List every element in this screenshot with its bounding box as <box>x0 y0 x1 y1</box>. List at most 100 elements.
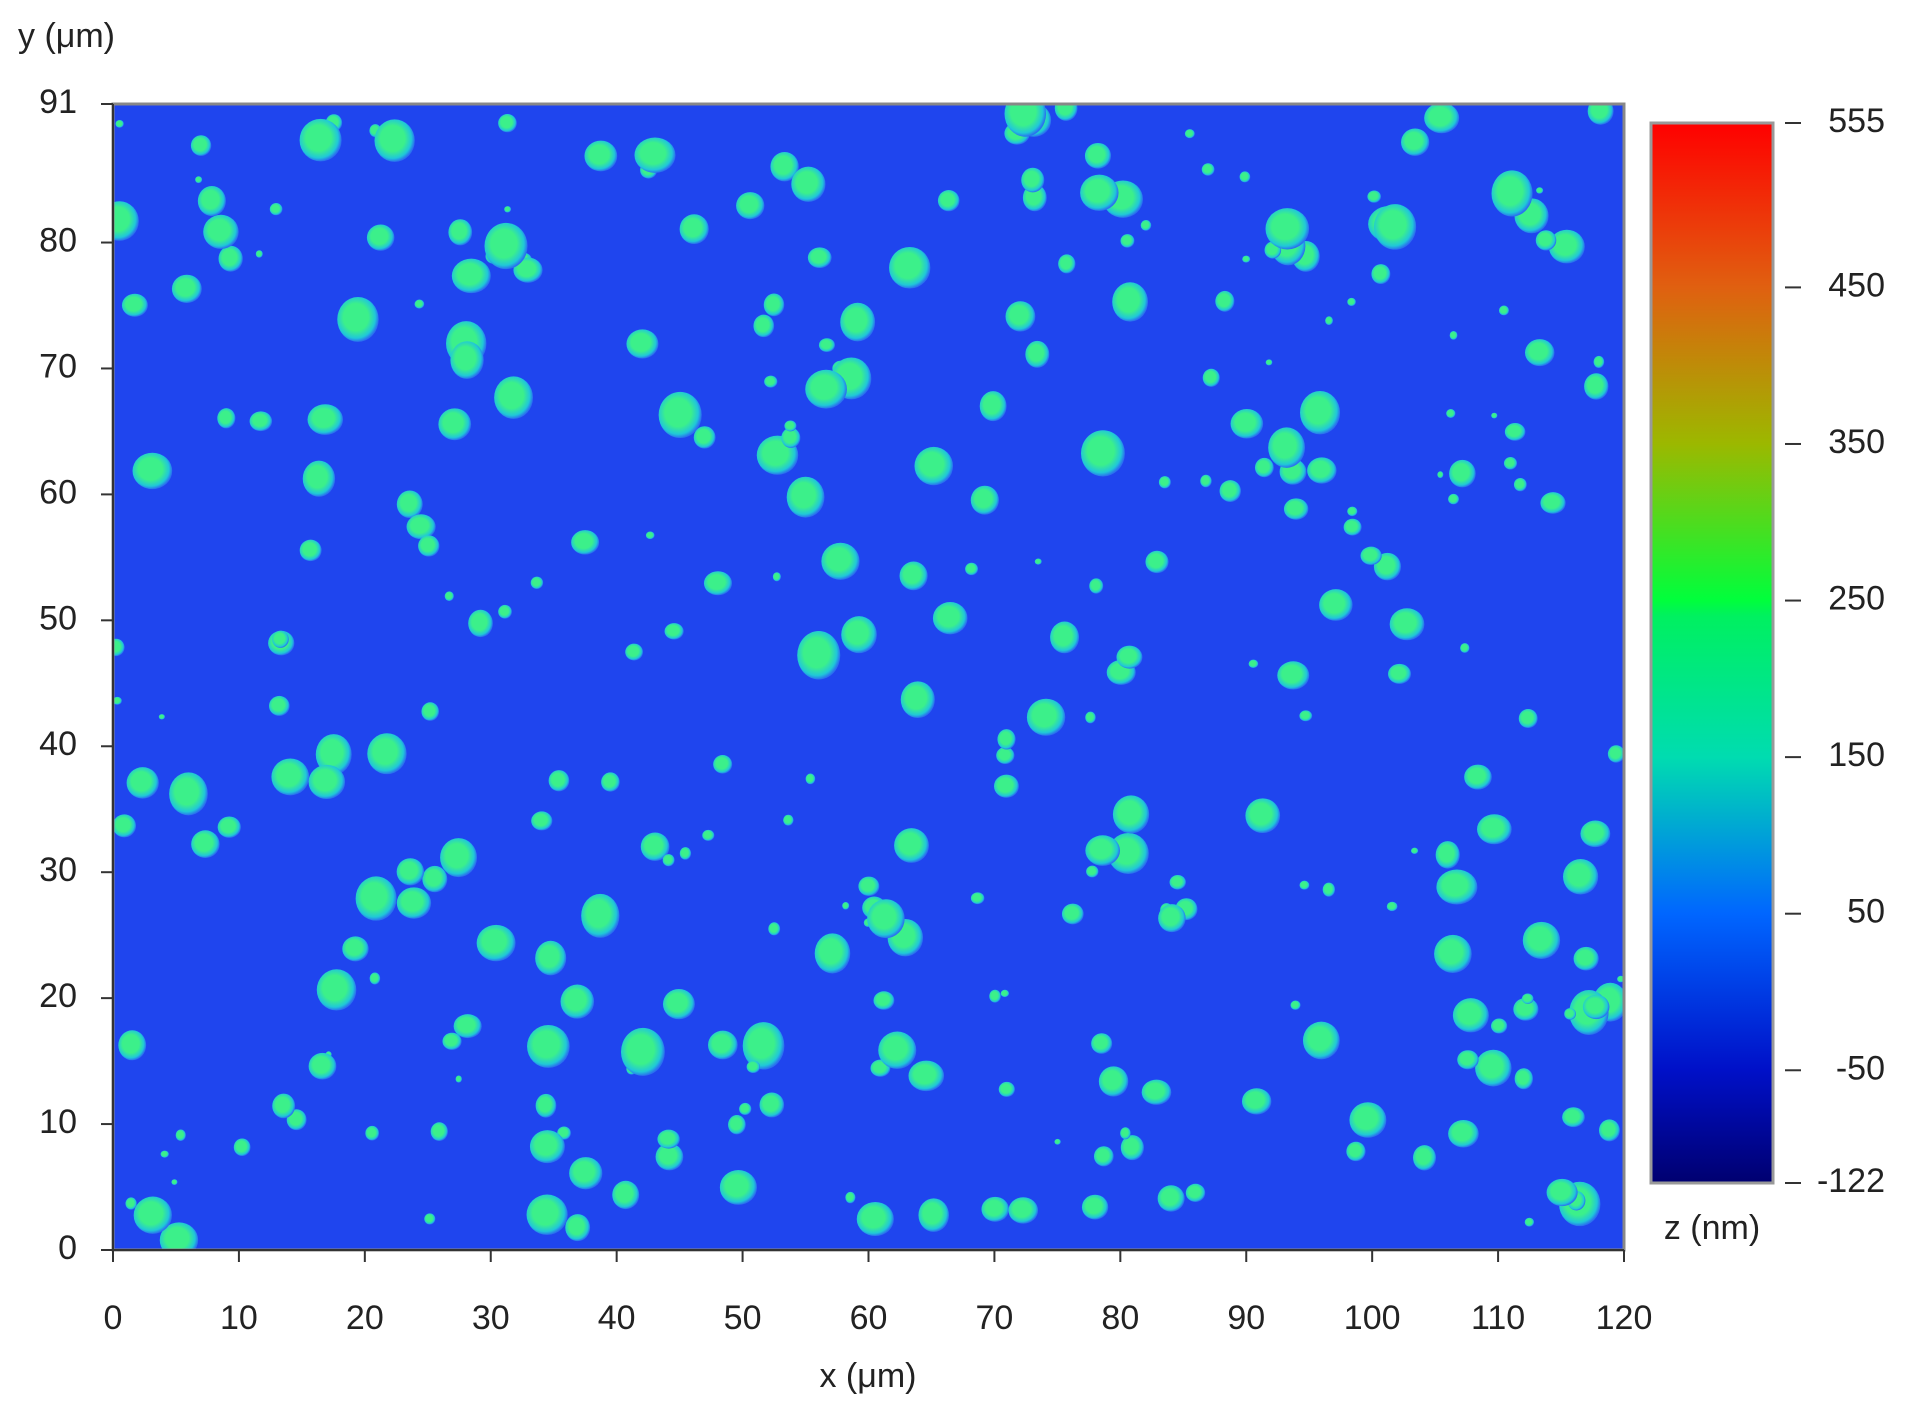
droplet <box>1522 921 1561 959</box>
droplet <box>1524 1217 1535 1227</box>
droplet <box>1185 1183 1206 1202</box>
droplet <box>367 733 407 775</box>
droplet <box>753 314 775 338</box>
droplet <box>1300 390 1341 435</box>
droplet <box>455 1075 462 1083</box>
droplet <box>444 591 454 602</box>
droplet <box>858 876 880 896</box>
droplet <box>1108 832 1149 874</box>
droplet <box>1386 901 1398 912</box>
droplet <box>620 1027 665 1076</box>
droplet <box>468 609 493 638</box>
droplet <box>1089 578 1104 594</box>
droplet <box>272 1093 296 1119</box>
droplet <box>1085 711 1096 724</box>
droplet <box>125 1197 137 1210</box>
droplet <box>1346 1141 1366 1162</box>
x-tick-label: 80 <box>1101 1299 1139 1337</box>
droplet <box>171 274 202 304</box>
droplet <box>1005 301 1036 332</box>
droplet <box>1573 946 1599 971</box>
droplet <box>736 192 765 220</box>
droplet <box>418 535 440 557</box>
droplet <box>970 892 985 905</box>
droplet <box>453 1014 482 1039</box>
droplet <box>438 408 472 441</box>
droplet <box>1157 1185 1185 1212</box>
droplet <box>764 375 778 388</box>
droplet <box>218 245 243 272</box>
droplet <box>450 341 484 379</box>
droplet <box>1518 709 1538 729</box>
droplet <box>233 1138 251 1156</box>
droplet <box>965 562 979 576</box>
x-tick-label: 90 <box>1227 1299 1265 1337</box>
droplet <box>997 729 1016 750</box>
droplet <box>1598 1119 1620 1142</box>
droplet <box>702 829 715 841</box>
droplet <box>175 1129 186 1141</box>
x-axis-label: x (μm) <box>819 1357 916 1395</box>
y-tick-label: 60 <box>39 473 77 511</box>
droplet <box>530 576 544 589</box>
droplet <box>1242 255 1251 263</box>
droplet <box>1200 474 1212 488</box>
droplet <box>842 902 850 910</box>
droplet <box>132 452 173 490</box>
droplet <box>115 119 124 128</box>
droplet <box>1000 989 1010 998</box>
droplet <box>873 991 895 1010</box>
droplet <box>113 814 137 838</box>
droplet <box>414 299 425 309</box>
droplet <box>498 604 512 619</box>
droplet <box>1491 1018 1508 1034</box>
droplet <box>1343 518 1362 536</box>
droplet <box>1116 645 1143 669</box>
droplet <box>979 391 1007 422</box>
droplet <box>1593 355 1605 369</box>
colorbar-tick-label: 555 <box>1828 102 1885 140</box>
droplet <box>1058 254 1076 274</box>
colorbar-tick-label: 150 <box>1828 736 1885 774</box>
image-background <box>113 104 1624 1250</box>
droplet <box>994 774 1019 798</box>
droplet <box>708 1030 738 1060</box>
droplet <box>1112 282 1148 322</box>
droplet <box>535 1093 557 1118</box>
droplet <box>1307 457 1337 484</box>
droplet <box>195 176 203 184</box>
droplet <box>601 772 620 792</box>
colorbar-tick-label: -50 <box>1836 1049 1885 1087</box>
droplet <box>316 969 357 1011</box>
droplet <box>1347 297 1356 307</box>
droplet <box>889 246 931 289</box>
droplet <box>770 151 799 182</box>
droplet <box>1169 874 1186 890</box>
droplet <box>664 623 684 640</box>
droplet <box>255 250 263 258</box>
droplet <box>1268 427 1306 468</box>
droplet <box>1477 814 1512 845</box>
droplet <box>818 338 835 352</box>
droplet <box>1504 423 1526 441</box>
droplet <box>612 1180 640 1210</box>
droplet <box>1026 698 1066 736</box>
droplet <box>1215 290 1235 312</box>
colorbar-tick-label: 50 <box>1847 893 1885 931</box>
droplet <box>867 899 905 939</box>
droplet <box>662 854 675 867</box>
droplet <box>899 561 928 591</box>
droplet <box>1008 1197 1039 1224</box>
droplet <box>1475 1049 1512 1087</box>
droplet <box>1371 264 1391 284</box>
droplet <box>1347 506 1358 517</box>
droplet <box>1230 409 1264 439</box>
droplet <box>679 847 692 860</box>
droplet <box>713 755 733 774</box>
colorbar-tick-label: -122 <box>1817 1162 1885 1200</box>
droplet <box>1061 903 1084 925</box>
droplet <box>584 140 618 172</box>
droplet <box>504 206 512 213</box>
droplet <box>1436 869 1478 905</box>
droplet <box>662 988 695 1020</box>
